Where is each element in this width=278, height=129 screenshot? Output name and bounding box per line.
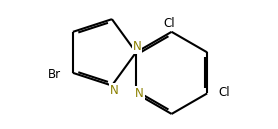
Text: N: N — [110, 84, 118, 97]
Text: Cl: Cl — [164, 17, 175, 30]
Text: Cl: Cl — [219, 86, 230, 99]
Text: N: N — [135, 87, 144, 100]
Text: N: N — [133, 40, 141, 53]
Text: Br: Br — [48, 68, 61, 81]
